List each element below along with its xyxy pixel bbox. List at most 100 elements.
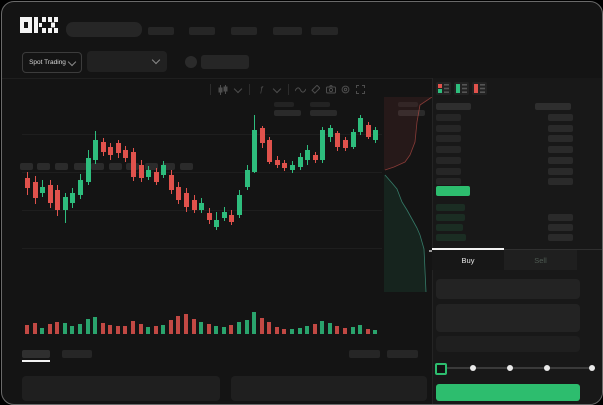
volume-bar [146,327,151,334]
timeframe-button-skeleton[interactable] [109,163,122,170]
settings-icon[interactable] [339,83,352,96]
slider-dot[interactable] [507,365,513,371]
nav-item-skeleton[interactable] [231,27,257,35]
candle-body [25,178,30,188]
timeframe-button-skeleton[interactable] [37,163,50,170]
candle-body [62,197,68,210]
bottom-panel-skeleton [231,376,427,401]
ask-row-price[interactable] [436,156,461,164]
volume-bar [191,319,196,334]
orderbook-header-price [436,103,471,110]
volume-bar [267,322,272,334]
volume-bar [373,330,378,334]
ask-row-price[interactable] [436,135,461,143]
volume-bar [55,322,60,334]
volume-bar [358,325,363,334]
bid-row-amount[interactable] [548,214,573,221]
tab-sell[interactable]: Sell [504,250,577,270]
stat-value-skeleton [398,110,425,116]
timeframe-button-skeleton[interactable] [20,163,33,170]
ask-row-price[interactable] [436,124,461,132]
candle-body [358,118,364,132]
search-input[interactable] [66,22,142,37]
volume-bar [199,322,204,334]
bid-row-price[interactable] [436,224,463,231]
orderbook-bids-icon[interactable] [454,82,469,95]
volume-bar [350,327,355,334]
chevron-down-icon[interactable] [270,83,283,96]
volume-bar [297,328,302,334]
volume-bar [327,323,332,334]
line-style-icon[interactable] [294,83,307,96]
scale-bar-skeleton[interactable] [349,350,380,358]
slider-dot[interactable] [544,365,550,371]
order-amount-field[interactable] [436,304,580,332]
bid-row-amount[interactable] [548,234,573,241]
bid-row-price[interactable] [436,214,465,221]
order-total-field[interactable] [436,336,580,352]
camera-icon[interactable] [324,83,337,96]
ask-row-amount[interactable] [548,167,573,175]
ask-row-price[interactable] [436,167,461,175]
slider-handle[interactable] [435,363,447,375]
ask-row-amount[interactable] [548,135,573,143]
ask-row-price[interactable] [436,146,461,154]
timeframe-button-skeleton[interactable] [162,163,175,170]
nav-item-skeleton[interactable] [148,27,174,35]
volume-bar [342,328,347,334]
bottom-tab-skeleton[interactable] [62,350,92,358]
candle-body [146,170,152,177]
ask-row-amount[interactable] [548,114,573,121]
chart-toolbar: ƒ [2,79,432,170]
nav-item-skeleton[interactable] [189,27,215,35]
timeframe-button-skeleton[interactable] [180,163,193,170]
slider-dot[interactable] [470,365,476,371]
ask-row-price[interactable] [436,178,461,186]
timeframe-button-skeleton[interactable] [145,163,158,170]
slider-dot[interactable] [589,365,595,371]
candle-style-icon[interactable] [216,83,229,96]
timeframe-button-skeleton[interactable] [55,163,68,170]
nav-item-skeleton[interactable] [273,27,302,35]
bid-row-price[interactable] [436,234,466,241]
tabbar-divider [432,249,602,250]
volume-bar [85,319,90,334]
scale-bar-skeleton[interactable] [387,350,418,358]
volume-bar [32,323,37,334]
ask-row-price[interactable] [436,114,461,121]
okx-logo[interactable]: OKX [20,17,58,38]
order-price-field[interactable] [436,279,580,299]
ask-row-amount[interactable] [548,178,573,186]
submit-order-button[interactable] [436,384,580,401]
fullscreen-icon[interactable] [354,83,367,96]
bid-row-amount[interactable] [548,224,573,231]
amount-slider[interactable] [439,367,590,369]
bid-row-price[interactable] [436,204,465,211]
last-price-bar[interactable] [436,186,470,196]
candle-body [335,133,341,147]
bottom-tab-skeleton[interactable] [22,350,50,358]
draw-icon[interactable] [309,83,322,96]
chevron-down-icon[interactable] [231,83,244,96]
candle-body [320,130,326,160]
indicators-icon[interactable]: ƒ [259,85,264,94]
candle-body [342,140,348,148]
timeframe-button-skeleton[interactable] [74,163,87,170]
timeframe-button-skeleton[interactable] [91,163,104,170]
candle-body [214,220,220,227]
orderbook-both-icon[interactable] [436,82,451,95]
nav-item-skeleton[interactable] [311,27,338,35]
ask-row-amount[interactable] [548,124,573,132]
price-chart[interactable] [22,100,382,294]
market-type-dropdown[interactable]: Spot Trading [22,52,82,73]
volume-bar [206,324,211,334]
orderbook-asks-icon[interactable] [472,82,487,95]
ask-row-amount[interactable] [548,146,573,154]
candle-body [138,165,144,178]
tab-buy[interactable]: Buy [432,248,504,270]
candle-body [229,215,235,222]
volume-bar [214,326,219,334]
ask-row-amount[interactable] [548,156,573,164]
pair-selector[interactable] [87,51,167,72]
